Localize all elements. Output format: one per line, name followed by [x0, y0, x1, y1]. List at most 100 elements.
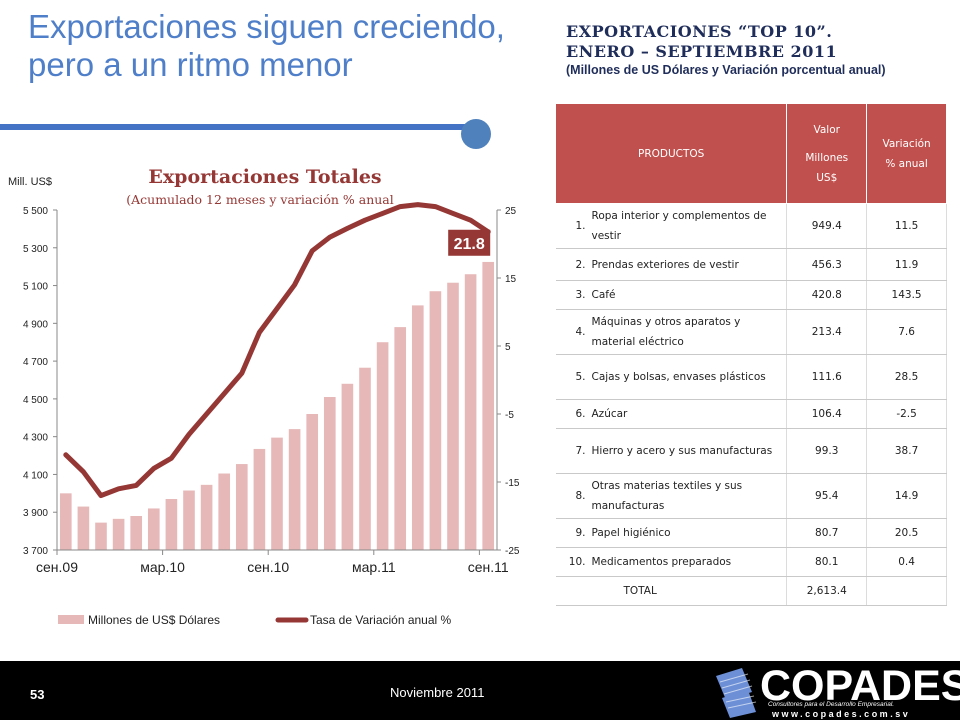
product-cell: 8. Otras materias textiles y sus manufact…	[555, 473, 788, 519]
bar	[359, 367, 371, 550]
product-index: 5.	[559, 367, 592, 387]
right-tick-label: -5	[505, 410, 514, 421]
top10-exports-table: PRODUCTOS Valor Millones US$ Variación %…	[554, 103, 947, 606]
header-value-line1: Valor	[813, 123, 840, 136]
product-index: 7.	[559, 441, 592, 461]
left-tick-label: 4 300	[23, 433, 48, 444]
product-index: 9.	[559, 523, 592, 543]
right-tick-label: -15	[505, 478, 520, 489]
bar	[482, 261, 495, 550]
total-variation-empty	[866, 576, 947, 606]
product-name: Hierro y acero y sus manufacturas	[591, 441, 783, 461]
chart-unit-label: Mill. US$	[8, 176, 53, 188]
left-tick-label: 5 500	[23, 206, 48, 217]
table-row: 8. Otras materias textiles y sus manufact…	[555, 473, 947, 519]
x-axis-ticks: сен.09 мар.10 сен.10 мар.11 сен.11	[36, 549, 509, 575]
legend-swatch-bars	[58, 615, 84, 624]
table-body: 1. Ropa interior y complementos de vestir…	[555, 203, 947, 606]
bar	[95, 522, 107, 550]
total-value: 2,613.4	[786, 576, 868, 606]
x-tick-label: сен.11	[468, 559, 509, 575]
right-tick-label: 25	[505, 206, 517, 217]
left-tick-label: 5 100	[23, 282, 48, 293]
copades-logo-text: COPADES	[760, 662, 960, 710]
bar	[77, 506, 90, 550]
bar	[464, 274, 477, 550]
variation-cell: -2.5	[866, 399, 947, 429]
product-name: Café	[591, 285, 783, 305]
product-name: Prendas exteriores de vestir	[591, 258, 739, 271]
table-row: 5. Cajas y bolsas, envases plásticos 111.6…	[555, 354, 947, 400]
bar	[59, 493, 72, 550]
product-cell: 7. Hierro y acero y sus manufacturas	[555, 428, 788, 474]
product-name: Azúcar	[591, 408, 628, 420]
product-index: 3.	[559, 285, 592, 305]
bar	[165, 499, 178, 550]
left-tick-label: 3 700	[23, 546, 48, 557]
product-cell: 1. Ropa interior y complementos de vestir	[555, 203, 788, 249]
product-name: Ropa interior y complementos de vestir	[591, 206, 783, 246]
x-tick-label: сен.09	[36, 559, 78, 575]
table-row: 3. Café 420.8 143.5	[555, 280, 947, 310]
x-tick-label: мар.10	[140, 559, 185, 575]
product-name: Papel higiénico	[591, 523, 783, 543]
copades-url: www.copades.com.sv	[772, 709, 911, 719]
product-index: 4.	[575, 326, 586, 338]
x-tick-label: сен.10	[247, 559, 289, 575]
header-value-line2: Millones	[805, 151, 849, 164]
last-value-label: 21.8	[454, 236, 485, 253]
product-cell: 3. Café	[555, 280, 788, 310]
bar	[200, 484, 213, 550]
variation-cell: 38.7	[866, 428, 947, 474]
value-cell: 80.7	[786, 518, 868, 548]
bar	[411, 305, 424, 550]
bar	[130, 516, 143, 550]
copades-logo-mark	[716, 668, 757, 718]
value-cell: 213.4	[786, 309, 868, 355]
title-underline	[0, 124, 470, 130]
bar	[447, 282, 459, 550]
legend-label-line: Tasa de Variación anual %	[310, 613, 452, 627]
left-tick-label: 4 500	[23, 395, 48, 406]
variation-cell: 11.9	[866, 248, 947, 281]
variation-cell: 11.5	[866, 203, 947, 249]
header-variation-line1: Variación	[882, 137, 931, 150]
bar	[112, 518, 125, 550]
table-row: 4. Máquinas y otros aparatos y material e…	[555, 309, 947, 355]
right-tick-label: 5	[505, 342, 511, 353]
left-axis-ticks: 3 700 3 900 4 100 4 300 4 500 4 700 4 900 5 100…	[23, 206, 58, 557]
total-label: TOTAL	[555, 576, 788, 606]
product-cell: 4. Máquinas y otros aparatos y material e…	[555, 309, 788, 355]
bar	[183, 490, 195, 550]
table-row: 9. Papel higiénico 80.7 20.5	[555, 518, 947, 548]
table-header-row: PRODUCTOS Valor Millones US$ Variación %…	[554, 103, 947, 204]
header-variation-line2: % anual	[885, 157, 928, 170]
left-tick-label: 3 900	[23, 508, 48, 519]
table-row: 6. Azúcar 106.4 -2.5	[555, 399, 947, 429]
table-heading: EXPORTACIONES “TOP 10”. ENERO – SEPTIEMB…	[566, 22, 956, 78]
value-cell: 111.6	[786, 354, 868, 400]
legend-label-bars: Millones de US$ Dólares	[88, 613, 220, 627]
variation-cell: 20.5	[866, 518, 947, 548]
product-name: Medicamentos preparados	[591, 556, 732, 568]
chart-subtitle: (Acumulado 12 meses y variación % anual	[126, 192, 394, 207]
bar-series	[59, 261, 495, 550]
product-name: Máquinas y otros aparatos y material elé…	[591, 316, 741, 348]
left-tick-label: 4 100	[23, 470, 48, 481]
product-index: 2.	[575, 258, 586, 271]
value-cell: 420.8	[786, 280, 868, 310]
value-cell: 456.3	[786, 248, 868, 281]
product-name: Cajas y bolsas, envases plásticos	[591, 367, 783, 387]
table-heading-line1: EXPORTACIONES “TOP 10”.	[566, 22, 833, 41]
bar	[253, 448, 266, 550]
product-index: 8.	[575, 490, 586, 502]
table-row: 2. Prendas exteriores de vestir 456.3 11.9	[555, 248, 947, 281]
bar	[147, 508, 160, 550]
header-products: PRODUCTOS	[554, 103, 788, 204]
right-axis-ticks: -25 -15 -5 5 15 25	[496, 206, 520, 557]
bar	[376, 342, 389, 550]
bar	[341, 383, 354, 550]
header-variation: Variación % anual	[866, 103, 947, 204]
table-row: 7. Hierro y acero y sus manufacturas 99.3 3…	[555, 428, 947, 474]
header-value: Valor Millones US$	[786, 103, 868, 204]
